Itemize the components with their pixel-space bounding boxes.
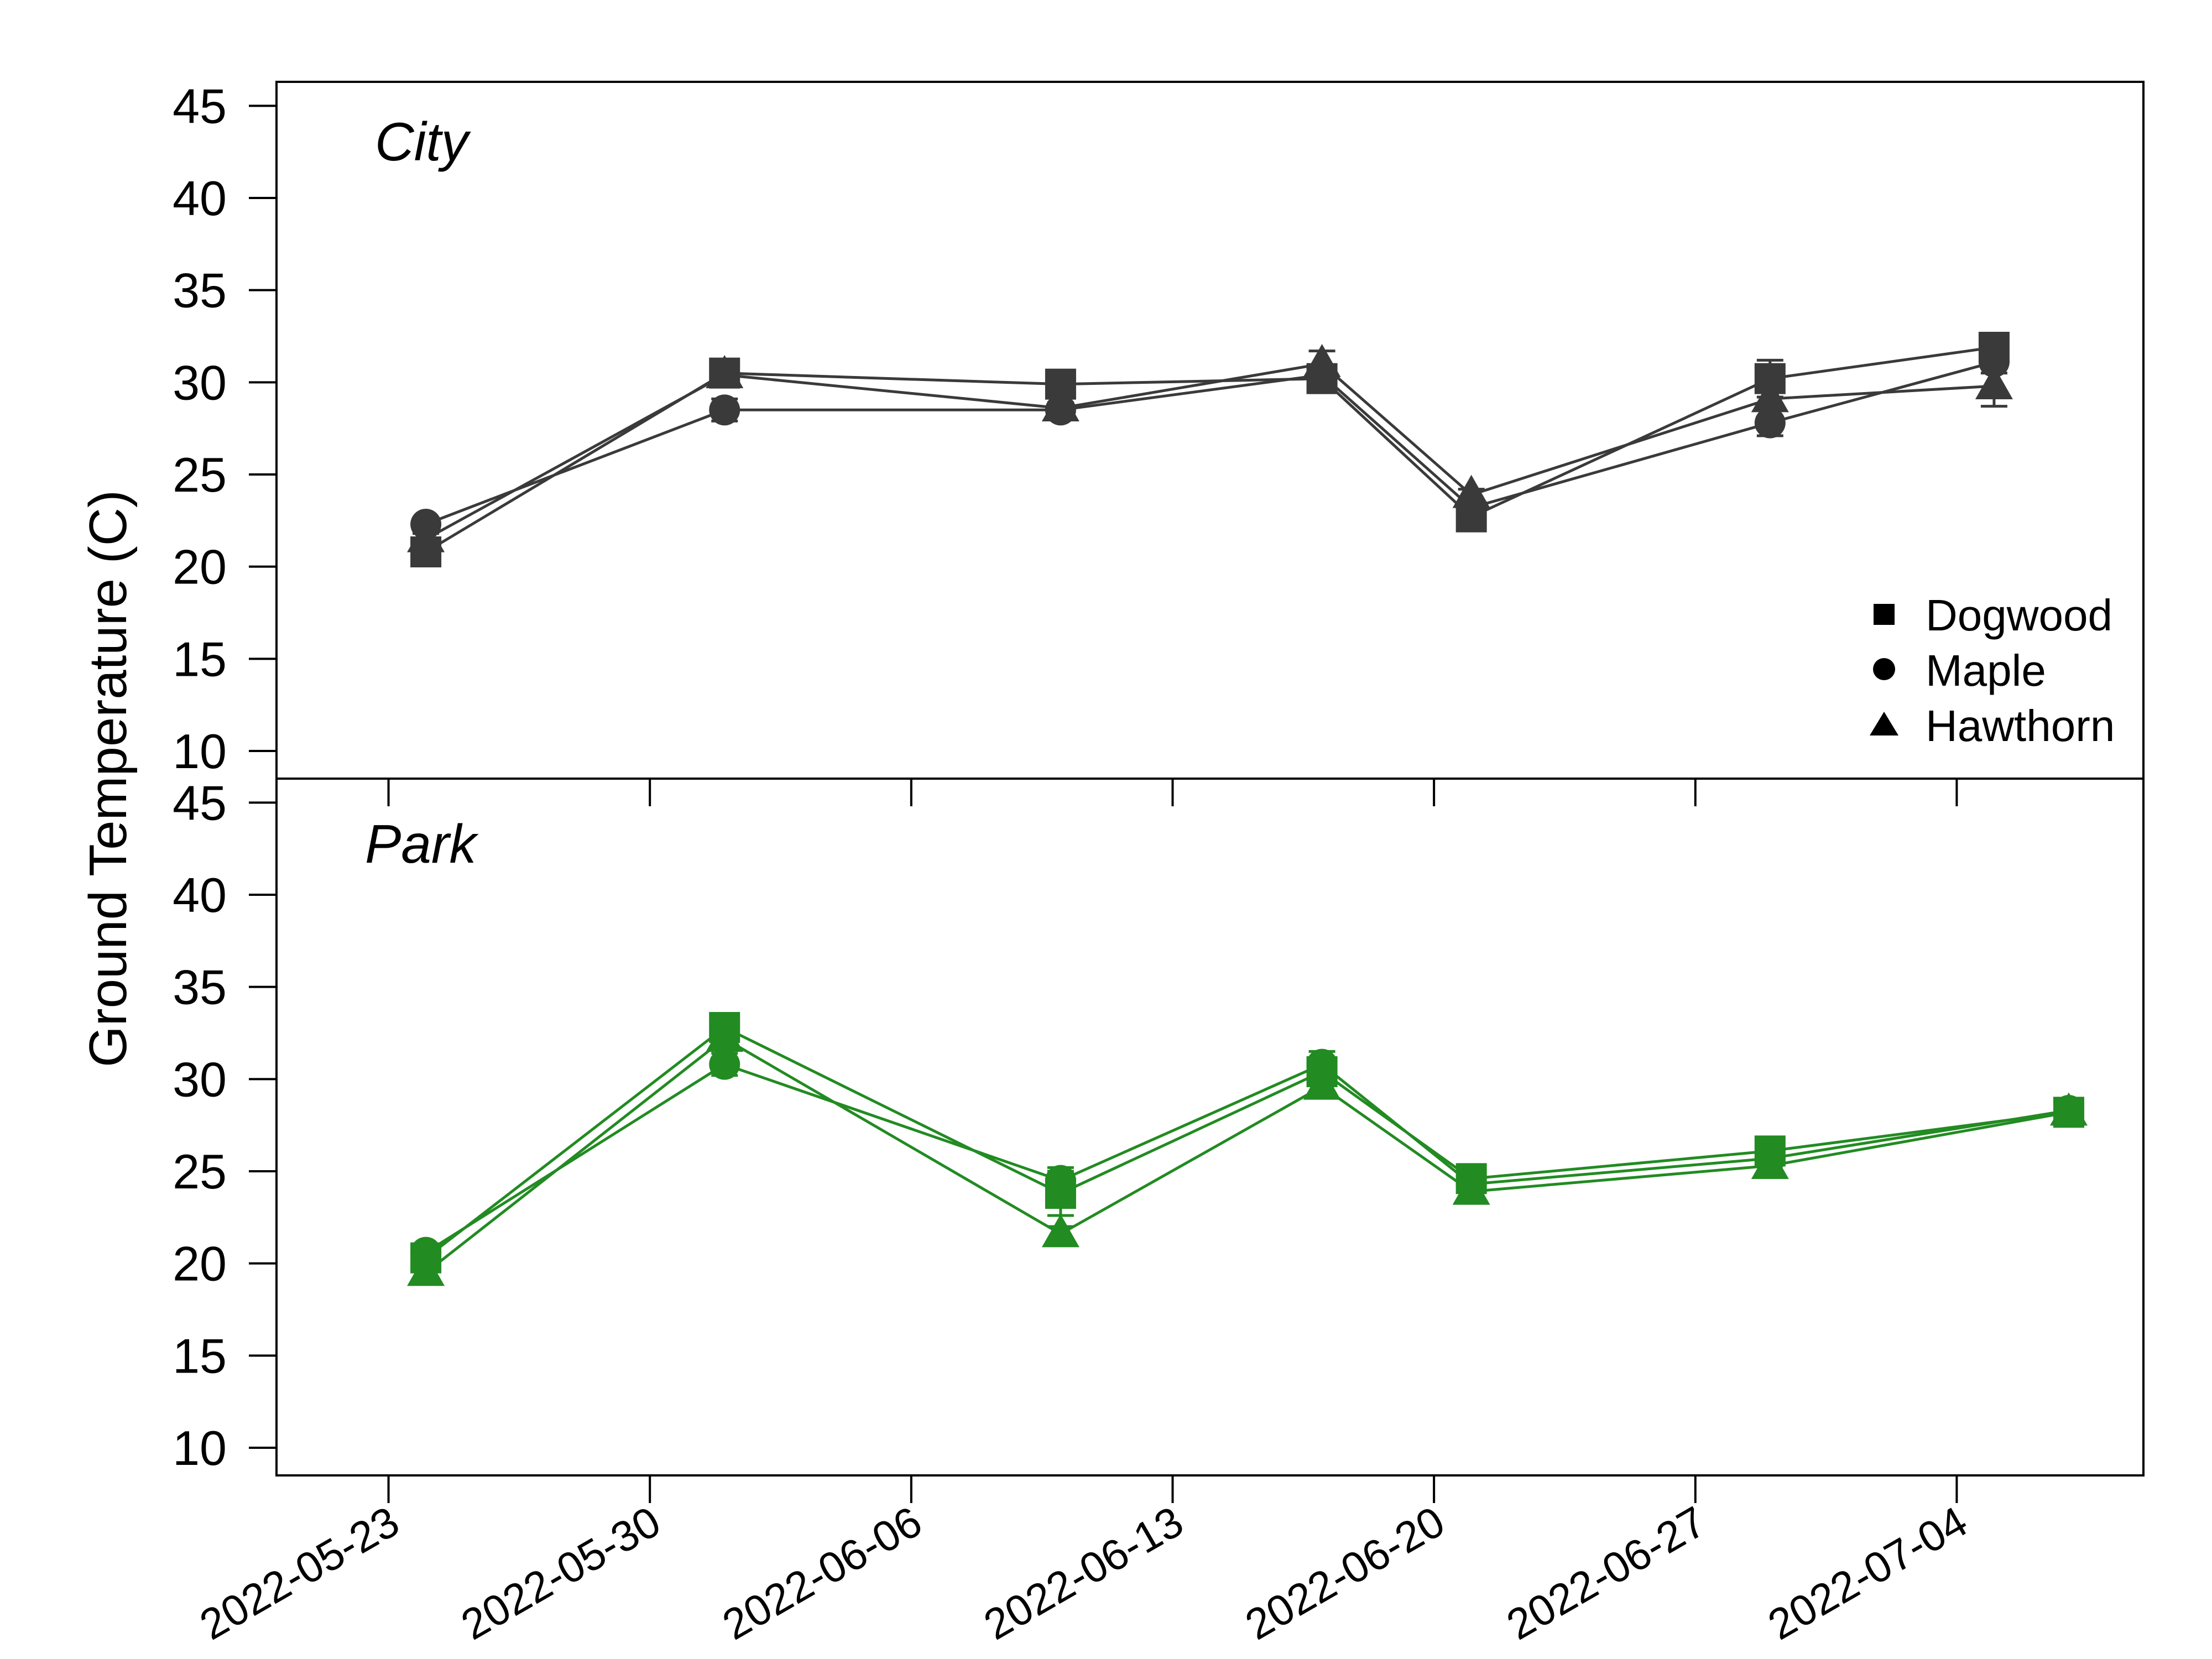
park-hawthorn-point — [1751, 1146, 1789, 1179]
y-tick-label: 40 — [173, 171, 227, 226]
x-tick-label: 2022-07-04 — [1760, 1497, 1975, 1650]
park-hawthorn-point — [1041, 1214, 1079, 1248]
city-maple-point — [1754, 407, 1786, 439]
park-hawthorn-point — [1452, 1171, 1490, 1205]
y-tick-label: 30 — [173, 1052, 227, 1107]
x-tick-label: 2022-06-27 — [1499, 1497, 1714, 1650]
park-hawthorn-line — [425, 1036, 2069, 1274]
park-maple-line — [425, 1062, 2069, 1254]
city-maple-point — [709, 394, 740, 426]
y-tick-label: 15 — [173, 632, 227, 686]
y-tick-label: 45 — [173, 775, 227, 830]
park-hawthorn-point — [407, 1253, 445, 1286]
y-tick-label: 30 — [173, 355, 227, 410]
y-tick-label: 25 — [173, 447, 227, 502]
y-tick-label: 35 — [173, 263, 227, 318]
y-tick-label: 40 — [173, 868, 227, 922]
y-tick-label: 15 — [173, 1328, 227, 1383]
park-maple-point — [410, 1237, 442, 1268]
park-hawthorn-point — [2049, 1092, 2088, 1126]
park-dogwood-line — [425, 1026, 2069, 1259]
legend: Dogwood Maple Hawthorn — [1870, 591, 2115, 750]
plot-area — [407, 332, 2088, 1286]
legend-marker-triangle — [1870, 712, 1898, 735]
legend-marker-square — [1874, 604, 1895, 625]
city-panel-label: City — [375, 111, 471, 172]
park-hawthorn-point — [1303, 1066, 1341, 1100]
y-tick-label: 20 — [173, 540, 227, 594]
park-panel-label: Park — [365, 813, 479, 874]
city-panel-frame — [275, 81, 2145, 780]
x-tick-label: 2022-06-20 — [1237, 1497, 1453, 1650]
city-hawthorn-point — [407, 519, 445, 552]
legend-label-maple: Maple — [1926, 646, 2046, 695]
city-hawthorn-point — [1751, 379, 1789, 413]
x-tick-label: 2022-05-23 — [192, 1497, 408, 1650]
y-tick-label: 10 — [173, 1421, 227, 1475]
y-tick-label: 10 — [173, 724, 227, 779]
y-tick-label: 35 — [173, 960, 227, 1015]
city-hawthorn-point — [1041, 388, 1079, 421]
x-tick-label: 2022-05-30 — [453, 1497, 669, 1650]
y-tick-label: 25 — [173, 1144, 227, 1199]
city-hawthorn-point — [1452, 474, 1490, 508]
park-hawthorn-point — [706, 1019, 744, 1052]
x-tick-label: 2022-06-13 — [975, 1497, 1191, 1650]
y-axis-title: Ground Temperature (C) — [79, 490, 138, 1067]
park-maple-point — [1306, 1048, 1338, 1080]
park-maple-point — [1045, 1165, 1076, 1196]
city-hawthorn-point — [706, 355, 744, 388]
x-tick-label: 2022-06-06 — [714, 1497, 930, 1650]
legend-label-dogwood: Dogwood — [1926, 591, 2112, 640]
y-tick-label: 20 — [173, 1237, 227, 1291]
y-tick-label: 45 — [173, 79, 227, 133]
legend-label-hawthorn: Hawthorn — [1926, 701, 2115, 750]
park-maple-point — [709, 1048, 740, 1080]
city-hawthorn-point — [1303, 344, 1341, 377]
park-panel-frame — [275, 778, 2145, 1477]
city-maple-point — [1978, 346, 2010, 378]
legend-marker-circle — [1873, 658, 1895, 680]
city-hawthorn-point — [1975, 366, 2013, 399]
